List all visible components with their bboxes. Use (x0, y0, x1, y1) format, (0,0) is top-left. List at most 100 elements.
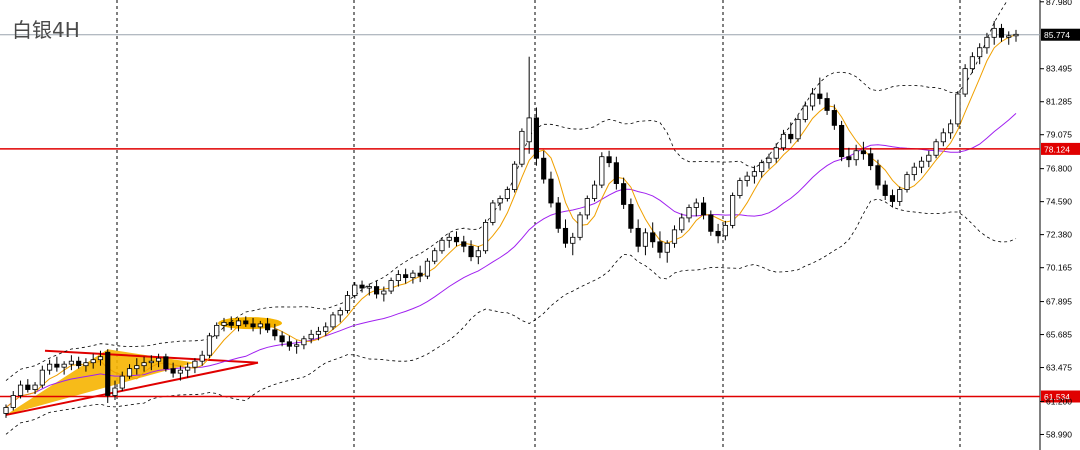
candle-body (860, 150, 866, 155)
candle-body (105, 351, 111, 396)
candle-body (635, 227, 641, 247)
candle-body (68, 360, 74, 365)
triangle-pattern-fill (6, 349, 195, 415)
candle-body (700, 202, 707, 216)
candle-body (185, 366, 191, 371)
candle-body (388, 280, 394, 292)
candle-body (206, 335, 213, 356)
y-tick-label: 79.075 (1046, 130, 1072, 140)
candle-body (25, 384, 31, 390)
candle-body (650, 232, 656, 243)
candle-body (126, 368, 133, 377)
candle-body (817, 93, 823, 99)
candle-body (403, 274, 409, 279)
candle-body (562, 227, 569, 244)
candle-body (918, 160, 925, 168)
candle-body (432, 250, 438, 262)
candle-body (301, 338, 307, 346)
level-label-bg (1041, 390, 1080, 403)
y-tick-label: 58.990 (1046, 429, 1072, 439)
candle-body (584, 198, 590, 216)
candle-body (272, 329, 278, 337)
candle-body (134, 365, 140, 370)
candle-body (795, 119, 801, 140)
candle-body (788, 133, 794, 140)
candle-body (337, 310, 343, 316)
candle-body (802, 105, 808, 120)
candle-body (61, 363, 67, 368)
candle-body (722, 224, 728, 237)
candle-body (977, 47, 983, 58)
candle-body (621, 183, 627, 205)
candle-body (359, 284, 365, 289)
candle-body (570, 236, 576, 244)
candle-body (243, 320, 249, 325)
y-tick-label: 72.380 (1046, 230, 1072, 240)
candle-body (315, 330, 322, 335)
candle-body (279, 335, 285, 343)
candle-body (344, 295, 351, 311)
candle-body (744, 175, 750, 181)
y-tick-label: 70.165 (1046, 263, 1072, 273)
candle-body (991, 27, 997, 38)
candle-body (286, 341, 292, 347)
candle-body (555, 202, 561, 229)
candle-body (3, 407, 9, 414)
candle-body (257, 323, 263, 328)
candle-body (679, 217, 685, 231)
candle-body (664, 242, 670, 253)
candle-body (831, 110, 837, 126)
candle-body (998, 27, 1005, 38)
candle-body (526, 117, 532, 143)
candle-body (192, 360, 198, 368)
current-price-label-bg (1041, 28, 1080, 41)
candle-body (156, 357, 162, 362)
candle-body (933, 141, 939, 156)
candle-body (148, 360, 154, 364)
candle-body (657, 241, 663, 253)
candle-body (395, 274, 401, 281)
candle-body (846, 156, 852, 161)
candle-body (461, 241, 467, 247)
candle-body (889, 195, 896, 202)
candle-body (780, 133, 787, 149)
candle-body (90, 359, 96, 364)
candle-body (497, 198, 503, 204)
candle-body (984, 36, 990, 49)
y-tick-label: 76.800 (1046, 164, 1072, 174)
candle-body (969, 56, 975, 70)
candle-body (468, 245, 474, 258)
candle-body (868, 153, 874, 167)
candle-body (766, 157, 772, 164)
candle-body (76, 360, 82, 367)
candle-body (453, 236, 460, 243)
candle-body (228, 321, 234, 326)
ma-fast-line (5, 34, 1017, 408)
candle-body (962, 68, 968, 95)
candle-body (32, 384, 38, 390)
candle-body (737, 180, 743, 196)
candle-body (294, 344, 300, 347)
y-tick-label: 65.685 (1046, 330, 1072, 340)
candle-body (112, 387, 118, 396)
candle-body (708, 214, 714, 232)
candle-body (512, 163, 518, 190)
candle-body (352, 284, 358, 296)
candle-body (897, 189, 903, 202)
candle-body (97, 356, 104, 361)
candle-body (39, 369, 45, 386)
candle-body (381, 290, 387, 295)
candle-body (875, 165, 881, 186)
y-tick-label: 61.200 (1046, 396, 1072, 406)
candle-body (410, 272, 416, 279)
candle-body (214, 324, 220, 337)
candle-body (940, 132, 946, 143)
y-tick-label: 74.590 (1046, 197, 1072, 207)
candle-body (1006, 35, 1012, 38)
candle-body (446, 236, 452, 241)
candle-body (751, 171, 757, 177)
candle-body (475, 250, 481, 258)
candle-body (628, 204, 634, 229)
